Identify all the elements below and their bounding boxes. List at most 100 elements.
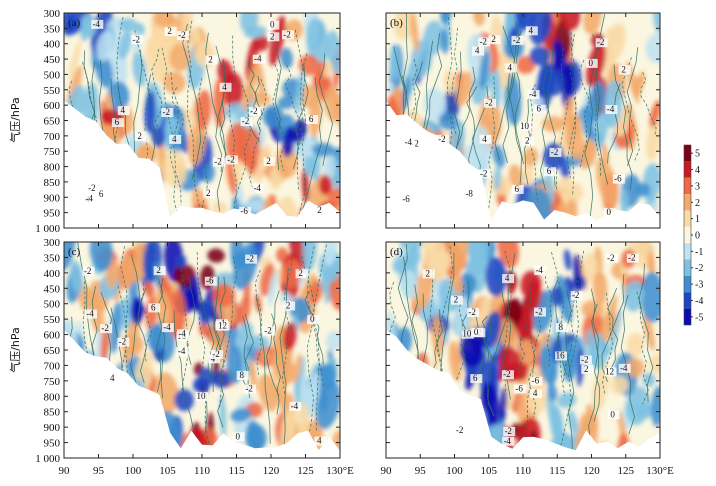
contour-label: 4 [475, 46, 480, 56]
contour-line [626, 47, 639, 167]
y-tick-label: 700 [44, 131, 61, 143]
anomaly-patch [523, 147, 539, 166]
anomaly-patch [610, 375, 629, 395]
anomaly-patch [212, 201, 228, 215]
anomaly-patch [448, 340, 462, 382]
contour-label: -2 [468, 307, 476, 317]
contour-label-bg [618, 363, 631, 373]
contour-label-bg [282, 30, 294, 40]
contour-line [305, 246, 315, 449]
contour-line [155, 277, 167, 392]
anomaly-patch [132, 52, 147, 87]
contour-label-bg [530, 389, 543, 399]
contour-label: 2 [491, 34, 496, 44]
colorbar-swatch [684, 226, 691, 244]
contour-label: -4 [163, 322, 171, 332]
anomaly-patch [267, 270, 278, 307]
contour-label-bg [504, 63, 517, 73]
contour-label: -2 [438, 134, 446, 144]
contour-label: 4 [529, 25, 534, 35]
anomaly-patch [473, 13, 485, 27]
anomaly-patch [173, 264, 196, 288]
contour-label: -6 [515, 383, 523, 393]
contour-line [539, 31, 553, 191]
contour-label: 0 [235, 431, 240, 441]
anomaly-patch [608, 308, 623, 356]
contour-label: 4 [505, 273, 510, 283]
y-tick-label: 300 [44, 8, 61, 20]
anomaly-patch [305, 17, 329, 66]
contour-label-bg [203, 189, 216, 199]
panel-label: (b) [390, 17, 403, 29]
anomaly-patch [645, 33, 660, 64]
contour-label: -2 [214, 157, 222, 167]
contour-label-bg [86, 183, 99, 193]
contour-line [451, 27, 458, 135]
anomaly-patch [516, 55, 536, 74]
anomaly-patch [238, 321, 254, 342]
contour-label: 4 [121, 105, 126, 115]
contour-label-bg [232, 432, 245, 442]
anomaly-patch [230, 408, 252, 423]
contour-label: -4 [178, 346, 186, 356]
contour-label-bg [245, 254, 258, 264]
contour-label: -2 [480, 168, 488, 178]
contour-label: 10 [462, 329, 472, 339]
contour-line [636, 291, 649, 405]
contour-line [173, 310, 195, 449]
anomaly-patch [164, 116, 180, 141]
anomaly-patch [400, 269, 418, 300]
y-axis-title: 气压/hPa [8, 97, 22, 143]
anomaly-patch [430, 250, 452, 272]
contour-label-bg [252, 183, 265, 193]
contour-label: -2 [607, 253, 615, 263]
contour-line [281, 253, 293, 395]
contour-label: -4 [254, 54, 262, 64]
colorbar-tick-label: -5 [695, 312, 703, 323]
anomaly-patch [119, 18, 138, 32]
contour-label: -2 [178, 30, 186, 40]
contour-label: -4 [93, 19, 101, 29]
contour-line [455, 86, 478, 151]
contour-label: -4 [405, 137, 413, 147]
terrain-mask [386, 100, 660, 228]
contour-label: -2 [572, 290, 580, 300]
contour-label: -2 [551, 147, 559, 157]
contour-label: -4 [253, 183, 261, 193]
contour-label: -6 [206, 276, 214, 286]
contour-label-bg [544, 167, 556, 177]
anomaly-patch [546, 393, 563, 441]
contour-line [507, 73, 526, 206]
contour-label: -6 [614, 174, 622, 184]
contour-label-bg [107, 374, 120, 384]
contour-label: 2 [208, 55, 213, 65]
anomaly-patch [625, 386, 650, 425]
y-tick-label: 500 [44, 299, 61, 311]
anomaly-patch [319, 175, 333, 196]
contour-label: 8 [239, 370, 244, 380]
y-tick-label: 650 [44, 116, 61, 128]
anomaly-patch [583, 13, 602, 35]
anomaly-patch [582, 106, 594, 141]
contour-line [517, 315, 527, 378]
contour-line [318, 53, 334, 167]
contour-line [271, 313, 281, 415]
anomaly-patch [603, 79, 623, 129]
anomaly-patch [212, 370, 231, 389]
colorbar-swatch [684, 161, 691, 178]
contour-label-bg [403, 138, 416, 148]
y-tick-label: 1 000 [35, 453, 60, 465]
contour-label: -2 [504, 426, 512, 436]
terrain-mask [64, 330, 340, 458]
x-tick-label: 125 [297, 465, 314, 477]
contour-label-bg [176, 31, 189, 41]
colorbar-tick-label: 2 [695, 198, 700, 209]
y-tick-label: 400 [44, 268, 61, 280]
anomaly-patch [64, 242, 76, 271]
contour-label-bg [219, 82, 232, 92]
contour-label: -2 [212, 349, 220, 359]
contour-label: 10 [197, 391, 207, 401]
contour-label-bg [177, 329, 189, 339]
contour-label-bg [314, 205, 327, 215]
contour-label: 16 [556, 351, 566, 361]
